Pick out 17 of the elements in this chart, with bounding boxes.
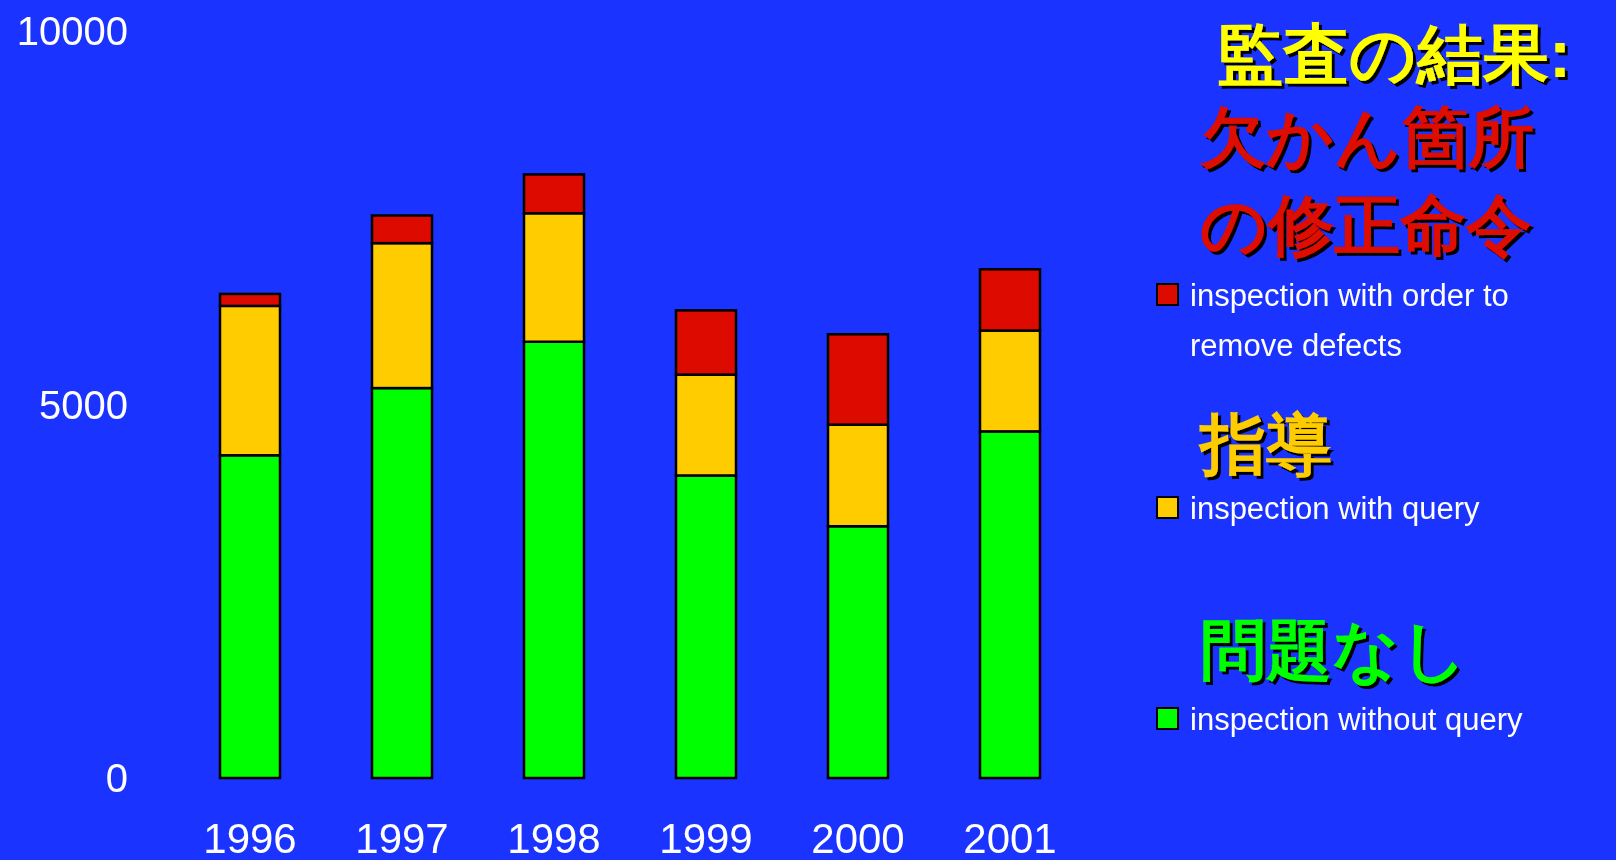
x-tick-label: 2001: [963, 814, 1057, 860]
y-tick-label: 5000: [39, 382, 128, 427]
legend-label: inspection without query: [1190, 701, 1524, 737]
text: 指導: [1198, 407, 1332, 481]
x-tick-label: 1996: [203, 814, 297, 860]
legend-label: inspection with order to remove defects: [1190, 277, 1509, 363]
text: 問題なし: [1200, 613, 1468, 687]
legend-label: inspection with query: [1190, 490, 1480, 526]
x-tick-label: 1997: [355, 814, 449, 860]
y-tick-label: 0: [105, 756, 128, 800]
text: 監査の結果:: [1217, 17, 1571, 91]
x-tick-label: 1999: [659, 814, 753, 860]
x-tick-label: 1998: [507, 814, 601, 860]
x-tick-label: 2000: [811, 814, 905, 860]
text: の修正命令: [1200, 188, 1532, 262]
y-tick-label: 10000: [16, 9, 128, 53]
text: 欠かん箇所: [1198, 100, 1534, 174]
